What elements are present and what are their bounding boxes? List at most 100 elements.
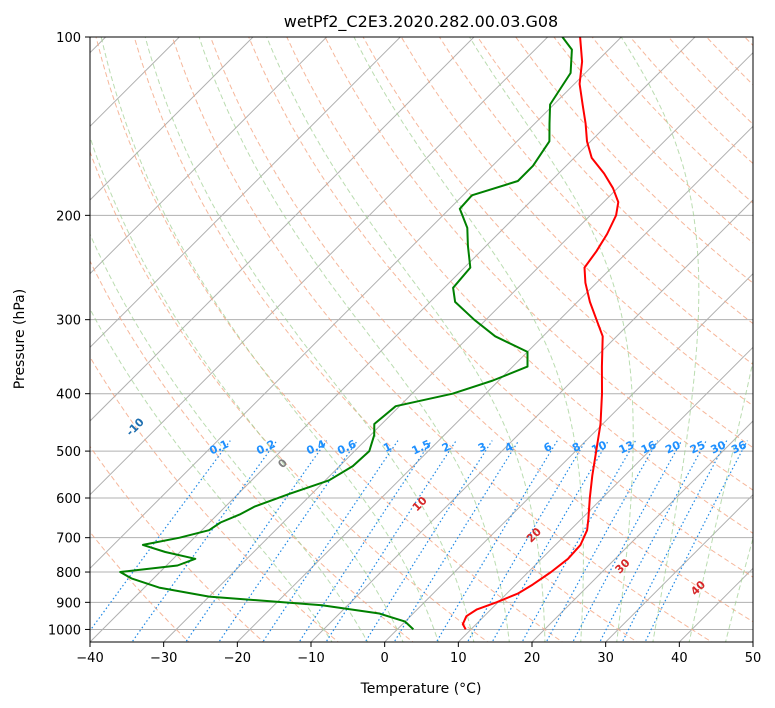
dry-adiabat-line <box>515 37 753 284</box>
moist-adiabat-line <box>90 308 333 642</box>
moist-adiabat-line <box>468 37 634 642</box>
mixing-ratio-label: 36 <box>729 438 749 456</box>
mixing-ratio-line <box>621 440 728 642</box>
y-tick-label: 800 <box>56 566 81 581</box>
dewpoint-line <box>119 37 573 631</box>
dry-adiabat-line <box>324 37 753 491</box>
mixing-ratio-line <box>435 440 558 642</box>
dry-adiabat-line <box>90 531 190 642</box>
mixing-ratio-label: 3 <box>476 440 488 455</box>
moist-adiabat-label: 10 <box>410 494 430 514</box>
x-tick-label: −40 <box>76 651 103 666</box>
y-axis-label: Pressure (hPa) <box>12 289 28 389</box>
isotherm-line <box>0 10 59 654</box>
dry-adiabat-line <box>133 37 638 642</box>
moist-adiabat-line <box>266 37 546 642</box>
y-tick-label: 200 <box>56 209 81 224</box>
dry-adiabat-line <box>744 37 753 47</box>
isotherm-line <box>90 37 254 201</box>
mixing-ratio-line <box>262 440 399 642</box>
moist-adiabat-line <box>620 37 700 642</box>
y-tick-label: 700 <box>56 532 81 547</box>
dry-adiabat-line <box>90 356 339 642</box>
isotherm-line <box>236 125 753 642</box>
mixing-ratio-label: 0.6 <box>335 437 358 457</box>
mixing-ratio-label: 16 <box>639 438 659 456</box>
mixing-ratio-line <box>545 440 659 642</box>
x-axis-label: Temperature (°C) <box>360 681 482 697</box>
mixing-ratio-label: 30 <box>708 438 728 456</box>
moist-adiabat-label: 0 <box>275 456 290 471</box>
isotherm-line <box>604 493 753 642</box>
dry-adiabat-line <box>362 37 753 449</box>
mixing-ratio-line <box>298 440 432 642</box>
x-tick-label: 20 <box>524 651 541 666</box>
dry-adiabat-line <box>90 150 489 642</box>
isotherm-line <box>90 37 328 275</box>
moist-adiabat-line <box>198 37 510 642</box>
line-labels: 0.10.20.40.611.52346810131620253036-100-… <box>124 415 749 598</box>
mixing-ratio-line <box>491 440 609 642</box>
moist-adiabat-label: 30 <box>613 556 633 576</box>
y-axis: 100 200 300 400 500 600 700 800 900 1000 <box>48 31 90 638</box>
dry-adiabat-line <box>286 37 753 534</box>
mixing-ratio-line <box>599 440 707 642</box>
dry-adiabat-line <box>706 37 753 86</box>
dry-adiabat-line <box>248 37 753 578</box>
moist-adiabat-line <box>144 37 475 642</box>
dry-adiabat-line <box>171 37 713 642</box>
mixing-ratio-label: 1 <box>381 440 393 455</box>
x-tick-label: −30 <box>150 651 177 666</box>
dry-adiabat-line <box>438 37 753 366</box>
y-tick-label: 100 <box>56 31 81 46</box>
isotherm-line <box>457 346 753 642</box>
moist-adiabat-line <box>90 232 369 642</box>
isotherm-line <box>90 37 549 496</box>
moist-adiabat-line <box>688 358 753 642</box>
dry-adiabat-label: -10 <box>124 415 147 438</box>
isotherm-line <box>90 37 402 349</box>
x-tick-label: 10 <box>450 651 467 666</box>
y-tick-label: 500 <box>56 445 81 460</box>
chart-title: wetPf2_C2E3.2020.282.00.03.G08 <box>284 12 558 32</box>
profile-series <box>119 37 620 631</box>
isotherm-line <box>678 567 753 642</box>
mixing-ratio-line <box>572 440 683 642</box>
mixing-ratio-label: 2 <box>440 440 452 455</box>
x-tick-label: 40 <box>671 651 688 666</box>
dry-adiabat-line <box>90 259 414 642</box>
isotherm-line <box>90 37 475 422</box>
x-tick-label: 50 <box>745 651 762 666</box>
mixing-ratio-label: 1.5 <box>410 437 433 457</box>
mixing-ratio-label: 0.1 <box>207 437 230 457</box>
isotherm-line <box>162 51 753 642</box>
isotherm-line <box>310 199 753 642</box>
moist-adiabat-label: 40 <box>688 578 708 598</box>
mixing-ratio-label: 0.2 <box>254 437 277 457</box>
mixing-ratio-line <box>325 440 457 642</box>
dry-adiabat-line <box>553 37 753 244</box>
dry-adiabat-line <box>90 445 265 642</box>
background-lines <box>0 10 753 654</box>
mixing-ratio-label: 25 <box>688 438 707 456</box>
mixing-ratio-line <box>466 440 587 642</box>
mixing-ratio-label: 20 <box>663 438 683 456</box>
moist-adiabat-line <box>100 37 440 642</box>
y-tick-label: 600 <box>56 492 81 507</box>
moist-adiabat-line <box>353 37 584 642</box>
x-tick-label: 0 <box>381 651 389 666</box>
mixing-ratio-line <box>185 440 328 642</box>
x-axis: −40 −30 −20 −10 0 10 20 30 40 50 <box>76 642 761 666</box>
isotherm-line <box>531 420 753 642</box>
mixing-ratio-label: 8 <box>570 440 582 455</box>
isotherm-line <box>90 37 181 128</box>
moist-adiabat-line <box>725 536 753 642</box>
isotherm-line <box>383 272 753 642</box>
x-tick-label: −10 <box>297 651 324 666</box>
mixing-ratio-label: 10 <box>589 438 609 456</box>
dry-adiabat-line <box>210 37 753 623</box>
mixing-ratio-label: 6 <box>542 440 555 455</box>
isotherm-line <box>90 37 623 570</box>
mixing-ratio-line <box>364 440 493 642</box>
